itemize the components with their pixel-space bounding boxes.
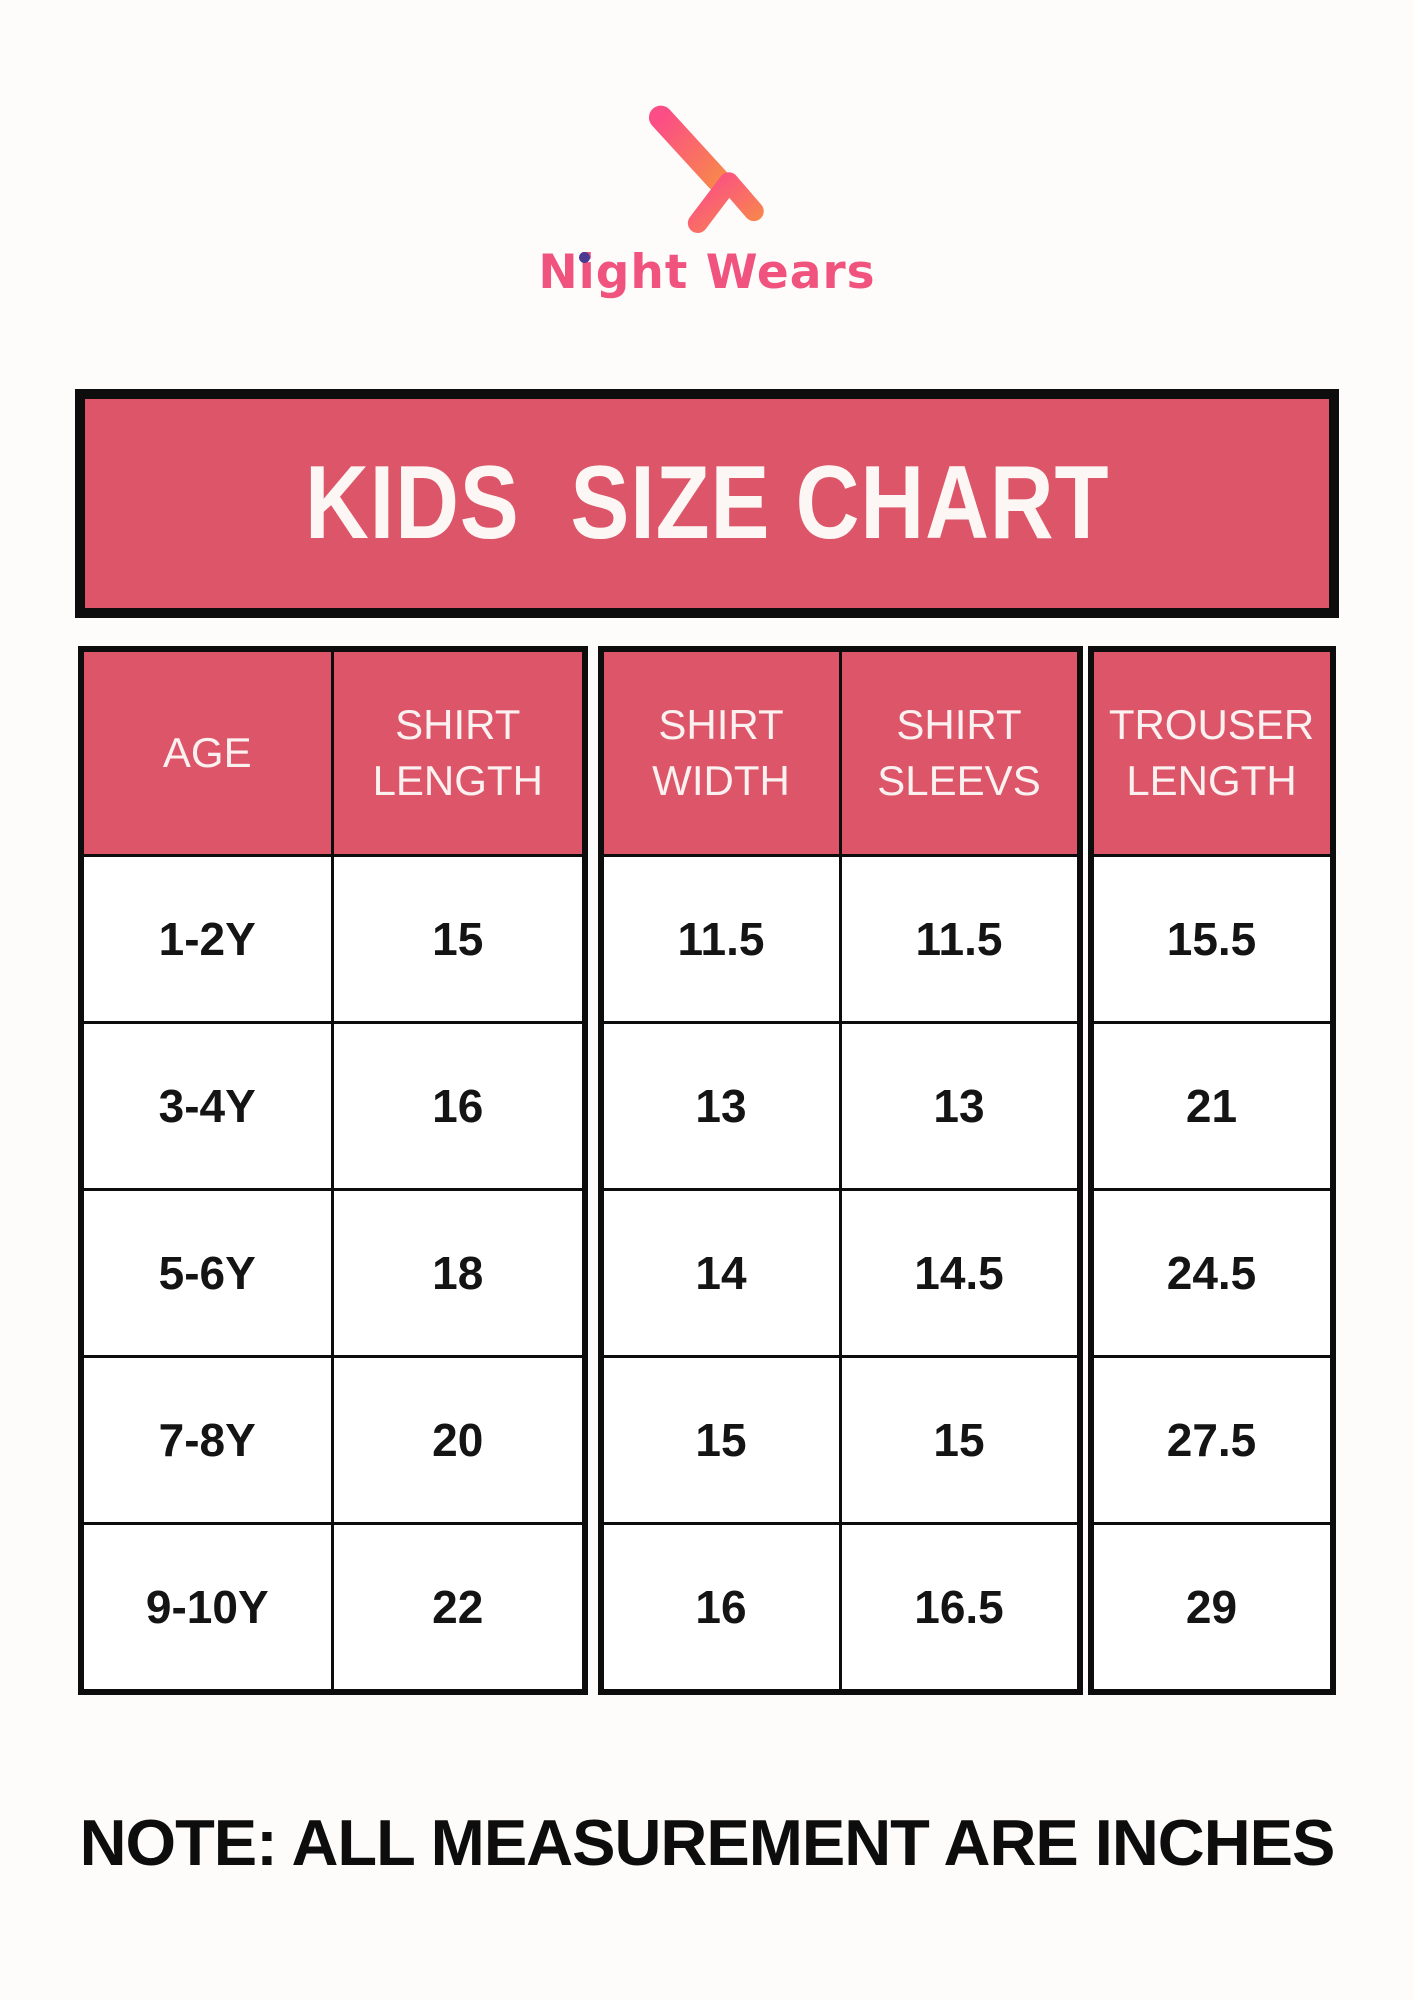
header-cell-shirt-width: SHIRT WIDTH: [652, 701, 790, 804]
table-cell: 15.5: [1166, 912, 1257, 965]
table-cell: 27.5: [1166, 1413, 1257, 1466]
table-row: 15 15: [603, 1354, 1077, 1522]
table-row: 3-4Y 16: [83, 1020, 582, 1188]
table-cell: 13: [695, 1079, 747, 1132]
table-cell: 15: [838, 1357, 1077, 1522]
table-header-row: SHIRT WIDTH SHIRT SLEEVS: [603, 651, 1077, 854]
table-cell: 14: [695, 1246, 747, 1299]
table-cell: 11.5: [838, 856, 1077, 1021]
page-title: KIDS SIZE CHART: [304, 444, 1110, 561]
header-cell-age: AGE: [162, 728, 252, 776]
table-row: 14 14.5: [603, 1187, 1077, 1355]
table-row: 16 16.5: [603, 1521, 1077, 1689]
table-row: 24.5: [1093, 1187, 1330, 1355]
table-row: 15.5: [1093, 853, 1330, 1021]
table-cell: 21: [1185, 1079, 1238, 1132]
table-cell: 13: [838, 1023, 1077, 1188]
table-cell: 16: [331, 1023, 582, 1188]
table-block-right: TROUSER LENGTH 15.5 21 24.5 27.5 29: [1087, 645, 1336, 1695]
table-cell: 22: [331, 1524, 582, 1689]
logo: Night Wears: [0, 0, 1414, 299]
measurement-note: NOTE: ALL MEASUREMENT ARE INCHES: [79, 1805, 1336, 1879]
table-cell: 29: [1185, 1580, 1238, 1633]
table-cell: 20: [331, 1357, 582, 1522]
table-cell: 16.5: [838, 1524, 1077, 1689]
brand-name: Night Wears: [538, 245, 876, 300]
table-row: 27.5: [1093, 1354, 1330, 1522]
size-table: AGE SHIRT LENGTH 1-2Y 15 3-4Y 16 5-6Y 18…: [77, 645, 1337, 1695]
table-row: 29: [1093, 1521, 1330, 1689]
table-cell: 24.5: [1166, 1246, 1257, 1299]
table-cell: 1-2Y: [158, 912, 256, 965]
night-wears-monogram-icon: [647, 104, 767, 233]
table-row: 13 13: [603, 1020, 1077, 1188]
table-block-middle: SHIRT WIDTH SHIRT SLEEVS 11.5 11.5 13 13…: [597, 645, 1083, 1695]
title-banner: KIDS SIZE CHART: [75, 388, 1339, 618]
table-cell: 14.5: [838, 1190, 1077, 1355]
table-header-row: AGE SHIRT LENGTH: [83, 651, 582, 854]
table-cell: 18: [331, 1190, 582, 1355]
table-cell: 3-4Y: [158, 1079, 256, 1132]
table-cell: 16: [695, 1580, 747, 1633]
table-cell: 15: [695, 1413, 747, 1466]
table-row: 11.5 11.5: [603, 853, 1077, 1021]
header-cell-shirt-sleevs: SHIRT SLEEVS: [838, 651, 1077, 854]
header-cell-shirt-length: SHIRT LENGTH: [331, 651, 582, 854]
brand-i-dot: [579, 252, 591, 263]
table-row: 7-8Y 20: [83, 1354, 582, 1522]
table-row: 5-6Y 18: [83, 1187, 582, 1355]
table-cell: 5-6Y: [158, 1246, 256, 1299]
table-header-row: TROUSER LENGTH: [1093, 651, 1330, 854]
table-block-left: AGE SHIRT LENGTH 1-2Y 15 3-4Y 16 5-6Y 18…: [77, 645, 588, 1695]
table-row: 1-2Y 15: [83, 853, 582, 1021]
table-cell: 9-10Y: [145, 1580, 269, 1633]
table-row: 21: [1093, 1020, 1330, 1188]
table-cell: 7-8Y: [158, 1413, 256, 1466]
table-row: 9-10Y 22: [83, 1521, 582, 1689]
header-cell-trouser-length: TROUSER LENGTH: [1108, 701, 1315, 804]
table-cell: 11.5: [677, 912, 765, 965]
table-cell: 15: [331, 856, 582, 1021]
